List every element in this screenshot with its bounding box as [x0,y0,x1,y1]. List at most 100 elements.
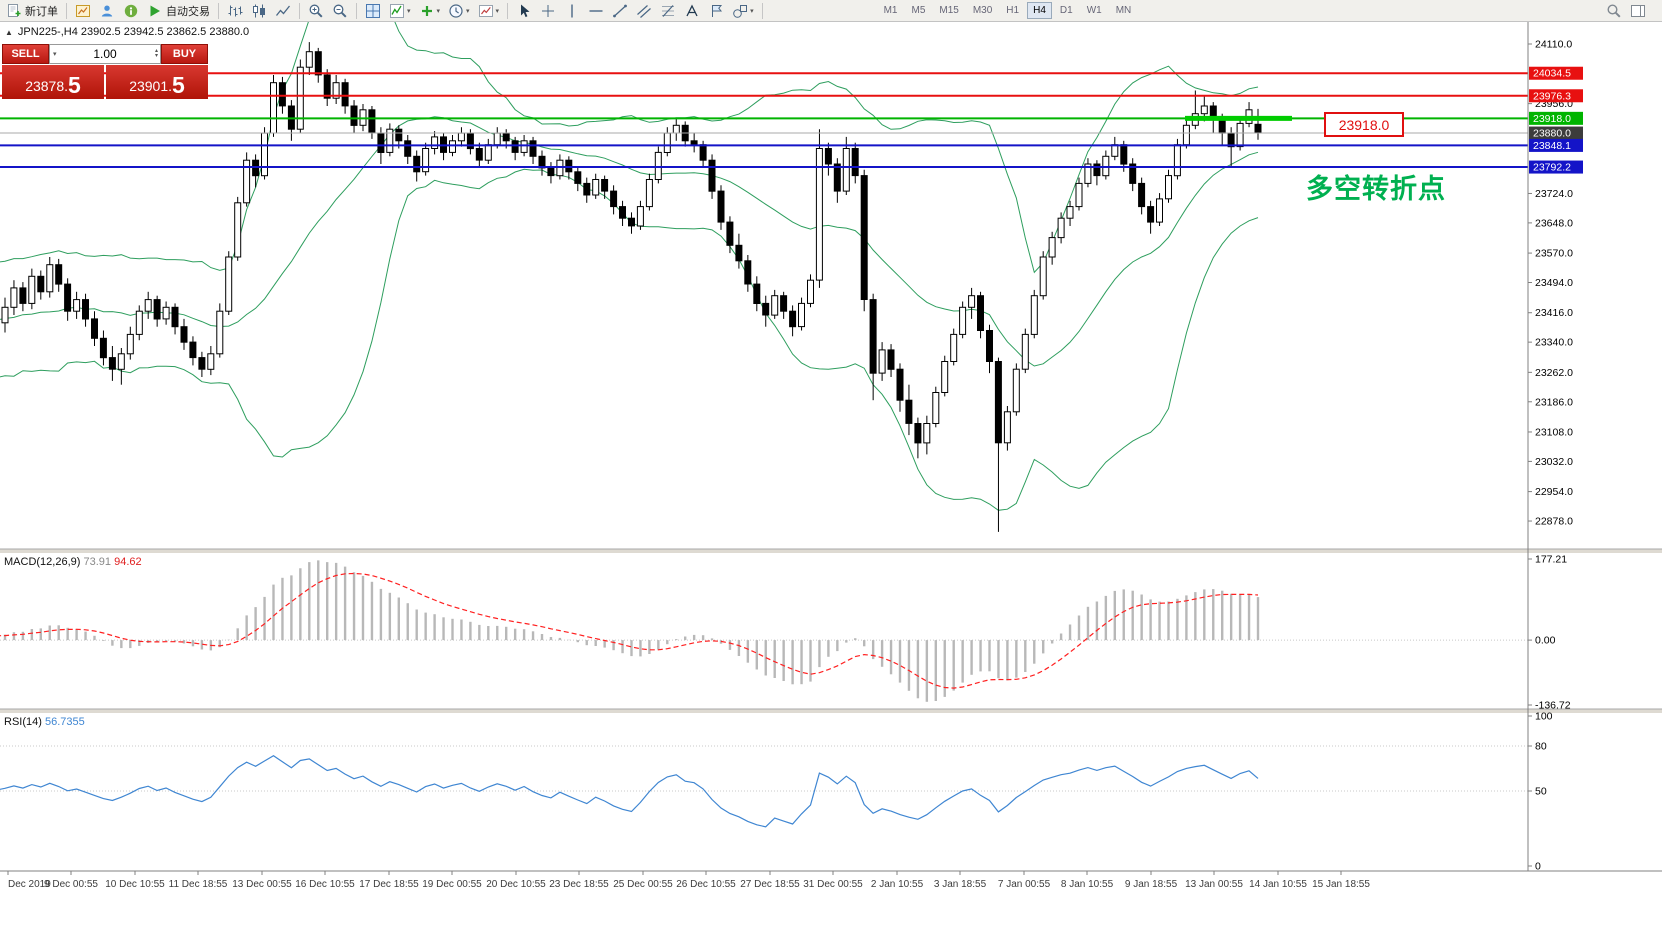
zoom-out-icon [332,3,348,19]
add-indicator-icon[interactable]: ▾ [416,1,444,21]
collapse-triangle-icon[interactable]: ▲ [5,28,13,37]
toolbar-separator [218,2,219,19]
cursor-icon[interactable] [513,1,535,21]
vertical-line-icon[interactable] [561,1,583,21]
price-axis[interactable]: 24110.023956.023724.023648.023570.023494… [1528,39,1583,528]
macd-signal-value: 94.62 [114,556,142,568]
price-badge [1529,126,1583,140]
svg-text:23416.0: 23416.0 [1535,307,1573,319]
shapes-icon[interactable]: ▾ [729,1,757,21]
charts-window-icon[interactable] [72,1,94,21]
price-callout-box[interactable]: 23918.0 [1324,112,1404,137]
toolbar-separator [507,2,509,19]
macd-histogram [3,560,1260,702]
toolbar-left-group: 新订单 自动交易 ▾ ▾ ▾ ▾ ▾ [2,1,767,21]
svg-text:11 Dec 18:55: 11 Dec 18:55 [169,879,228,890]
macd-panel-layer [0,560,1528,702]
svg-text:9 Jan 18:55: 9 Jan 18:55 [1125,879,1178,890]
horizontal-line-icon[interactable] [585,1,607,21]
tile-windows-icon[interactable] [362,1,384,21]
timeframe-mn[interactable]: MN [1115,5,1132,16]
svg-text:23848.1: 23848.1 [1533,140,1571,152]
panel-separator[interactable] [0,709,1662,713]
trendline-icon[interactable] [609,1,631,21]
svg-text:24034.5: 24034.5 [1533,68,1571,80]
macd-indicator-label: MACD(12,26,9) 73.91 94.62 [4,556,142,568]
svg-text:16 Dec 10:55: 16 Dec 10:55 [295,879,355,890]
label-icon[interactable] [705,1,727,21]
chart-annotation-text[interactable]: 多空转折点 [1306,174,1446,204]
text-icon[interactable] [681,1,703,21]
toolbar-right-group [1602,1,1650,21]
zoom-out-icon[interactable] [329,1,351,21]
svg-text:-136.72: -136.72 [1535,699,1571,711]
template-icon[interactable]: ▾ [475,1,503,21]
timeframe-m30[interactable]: M30 [972,5,993,16]
toolbar-separator [761,2,763,19]
indicators-icon [389,3,405,19]
svg-text:23262.0: 23262.0 [1535,367,1573,379]
chevron-down-icon: ▾ [407,7,411,15]
bars-chart-icon[interactable] [224,1,246,21]
svg-text:23976.3: 23976.3 [1533,90,1571,102]
line-chart-icon[interactable] [272,1,294,21]
period-icon[interactable]: ▾ [445,1,473,21]
sell-button[interactable]: SELL [2,44,49,64]
search-icon [1606,3,1622,19]
search-icon[interactable] [1603,1,1625,21]
ohlc-info-text: JPN225-,H4 23902.5 23942.5 23862.5 23880… [17,26,250,38]
svg-text:27 Dec 18:55: 27 Dec 18:55 [740,879,800,890]
svg-text:13 Dec 00:55: 13 Dec 00:55 [232,879,292,890]
svg-text:23570.0: 23570.0 [1535,248,1573,260]
crosshair-icon[interactable] [537,1,559,21]
profile-icon[interactable] [96,1,118,21]
svg-text:23 Dec 18:55: 23 Dec 18:55 [549,879,609,890]
timeframe-h4[interactable]: H4 [1027,2,1052,19]
channel-icon[interactable] [633,1,655,21]
svg-text:23792.2: 23792.2 [1533,162,1571,174]
period-icon [448,3,464,19]
add-indicator-icon [419,3,435,19]
fibonacci-icon[interactable] [657,1,679,21]
panel-separator[interactable] [0,549,1662,553]
sell-price-button[interactable]: 23878. 5 [2,65,104,99]
buy-price-button[interactable]: 23901. 5 [106,65,208,99]
timeframe-m15[interactable]: M15 [939,5,959,16]
svg-text:22954.0: 22954.0 [1535,486,1573,498]
indicators-icon[interactable]: ▾ [386,1,414,21]
macd-name: MACD(12,26,9) [4,556,81,568]
svg-text:23648.0: 23648.0 [1535,217,1573,229]
panels-icon[interactable] [1627,1,1649,21]
timeframe-w1[interactable]: W1 [1086,5,1102,16]
timeframe-h1[interactable]: H1 [1006,5,1020,16]
timeframe-m5[interactable]: M5 [911,5,926,16]
chevron-down-icon: ▾ [495,7,500,15]
volume-dropdown-icon[interactable]: ▾ [53,51,57,58]
auto-trading-button[interactable]: 自动交易 [144,1,213,21]
community-icon[interactable] [120,1,142,21]
volume-stepper[interactable]: ▴ ▾ [154,48,158,59]
rsi-value: 56.7355 [44,716,85,728]
rsi-indicator-label: RSI(14) 56.7355 [4,716,85,728]
candle-chart-icon[interactable] [248,1,270,21]
svg-text:2 Jan 10:55: 2 Jan 10:55 [871,879,924,890]
timeframe-m1[interactable]: M1 [883,5,898,16]
new-order-button[interactable]: 新订单 [3,1,61,21]
vline-icon [564,3,580,19]
timeframe-d1[interactable]: D1 [1059,5,1073,16]
auto-trading-button-label: 自动交易 [166,5,210,18]
price-badge [1529,89,1583,103]
level-lines[interactable] [0,72,1528,169]
shapes-icon [732,3,748,19]
buy-button[interactable]: BUY [161,44,208,64]
volume-input[interactable]: ▾ 1.00 ▴ ▾ [49,44,161,64]
svg-text:23494.0: 23494.0 [1535,277,1573,289]
zoom-in-icon[interactable] [305,1,327,21]
toolbar: 新订单 自动交易 ▾ ▾ ▾ ▾ ▾ M1 M5 M15 M30 H1 H4 D1 W1 MN [0,0,1662,22]
template-icon [478,3,494,19]
autotrade-icon [147,3,163,19]
svg-text:3 Jan 18:55: 3 Jan 18:55 [934,879,987,890]
